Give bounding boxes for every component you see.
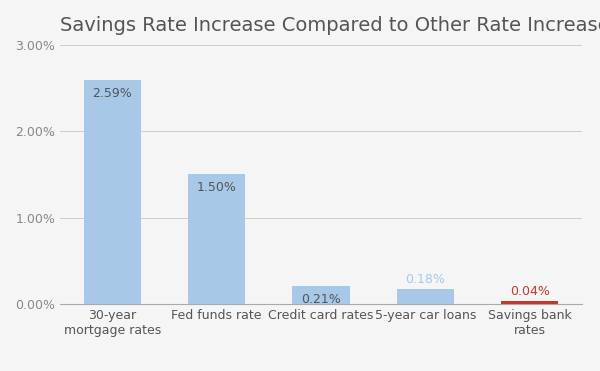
- Bar: [188, 174, 245, 304]
- Bar: [501, 301, 558, 304]
- Text: 0.04%: 0.04%: [509, 285, 550, 298]
- Text: 1.50%: 1.50%: [197, 181, 236, 194]
- Text: 2.59%: 2.59%: [92, 87, 132, 100]
- Bar: [397, 289, 454, 304]
- Bar: [84, 80, 141, 304]
- Text: 0.21%: 0.21%: [301, 293, 341, 306]
- Text: 0.18%: 0.18%: [406, 273, 445, 286]
- Text: Savings Rate Increase Compared to Other Rate Increases: Savings Rate Increase Compared to Other …: [60, 16, 600, 35]
- Bar: [292, 286, 350, 304]
